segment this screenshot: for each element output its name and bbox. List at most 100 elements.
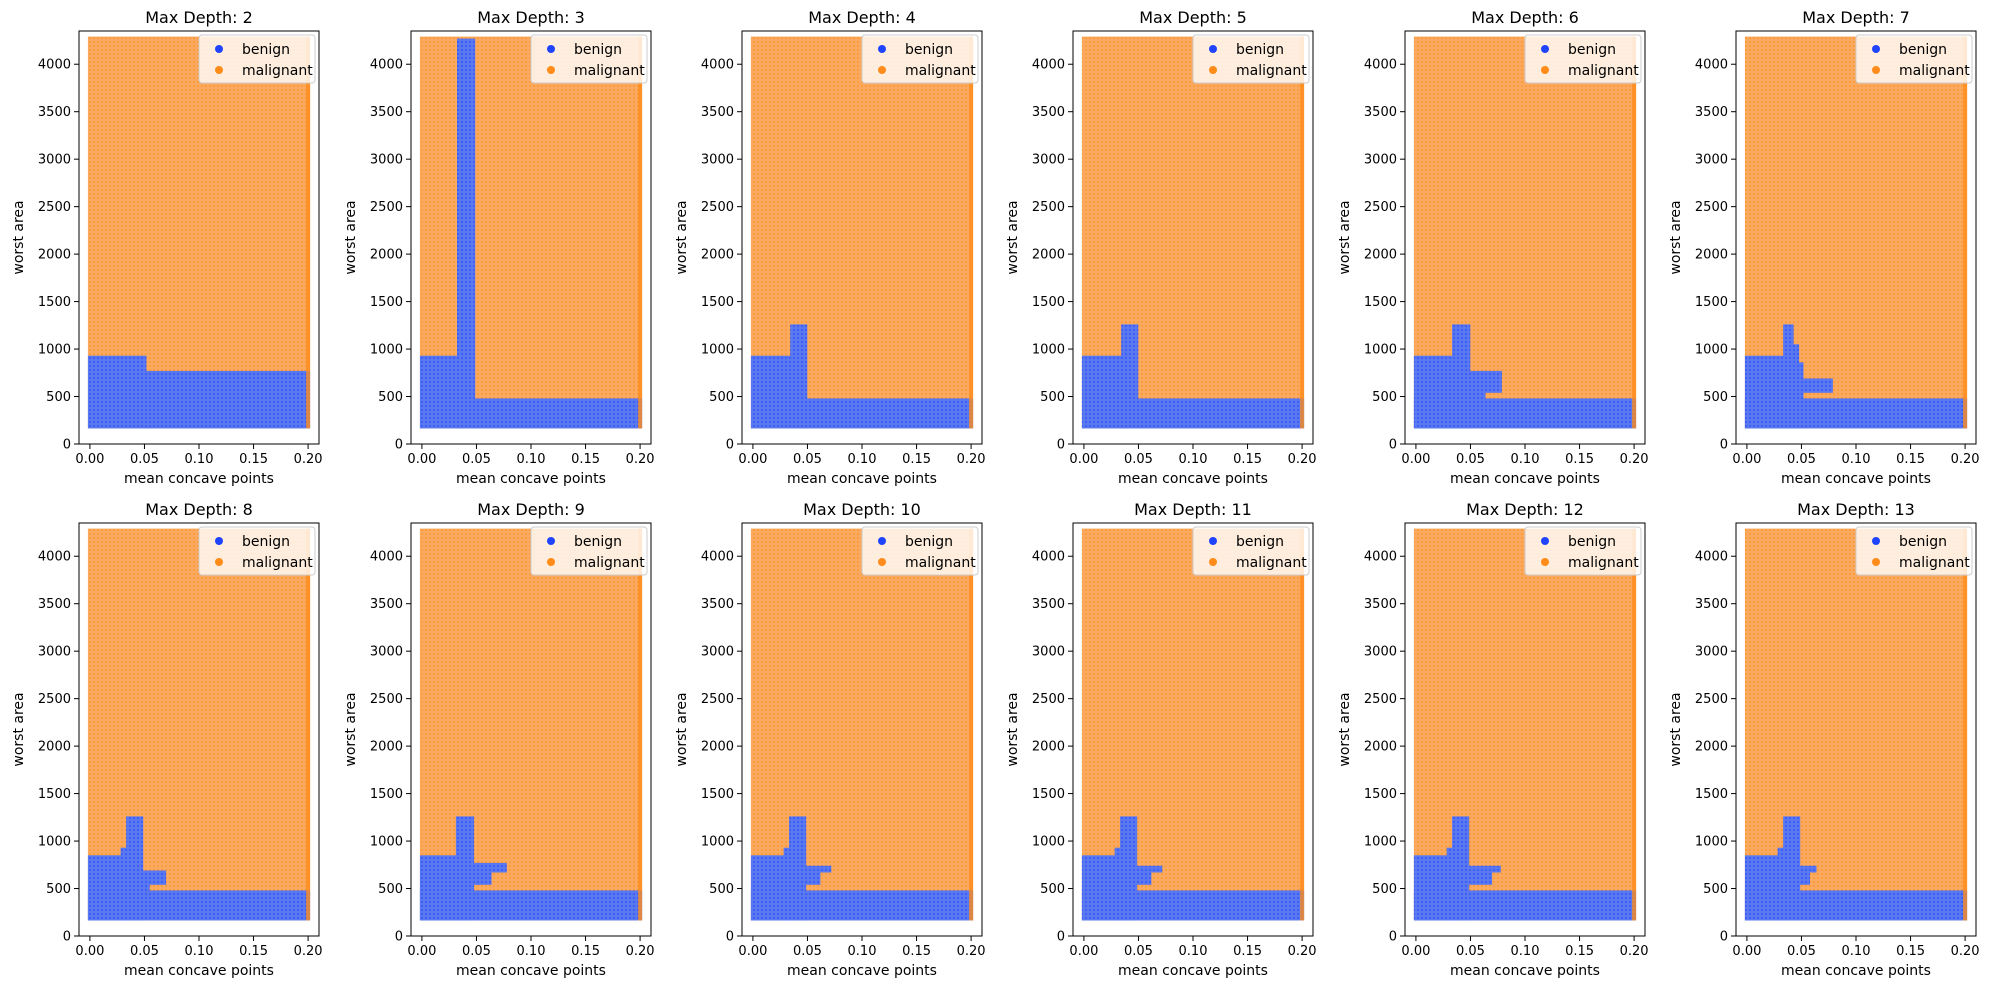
edge-column xyxy=(638,36,643,429)
y-tick-label: 3500 xyxy=(701,105,734,120)
benign-legend-label: benign xyxy=(1899,42,1947,58)
subplot-7: Max Depth: 8 0.00 0.05 0.10 0.15 0.20 0 500 1000… xyxy=(11,500,323,979)
benign-region xyxy=(1081,855,1119,921)
edge-column xyxy=(306,36,311,429)
y-tick-label: 500 xyxy=(1040,882,1065,897)
benign-legend-marker xyxy=(1872,45,1880,53)
benign-legend-label: benign xyxy=(905,534,953,550)
benign-legend-label: benign xyxy=(242,42,290,58)
malignant-legend-marker xyxy=(547,66,555,74)
x-tick-label: 0.15 xyxy=(239,944,268,959)
x-tick-label: 0.15 xyxy=(1896,452,1925,467)
y-tick-label: 4000 xyxy=(370,550,403,565)
x-tick-label: 0.05 xyxy=(1456,452,1485,467)
x-tick-label: 0.00 xyxy=(1401,452,1430,467)
x-axis-label: mean concave points xyxy=(1781,963,1931,979)
x-tick-label: 0.15 xyxy=(902,452,931,467)
y-tick-label: 1000 xyxy=(370,343,403,358)
x-axis-label: mean concave points xyxy=(1781,471,1931,487)
benign-region xyxy=(802,865,832,873)
y-tick-label: 2000 xyxy=(38,248,71,263)
x-tick-label: 0.05 xyxy=(1787,452,1816,467)
benign-region xyxy=(750,855,788,921)
benign-legend-marker xyxy=(878,537,886,545)
x-tick-label: 0.10 xyxy=(185,452,214,467)
x-tick-label: 0.20 xyxy=(294,944,323,959)
malignant-legend-label: malignant xyxy=(1568,63,1639,79)
edge-column xyxy=(1300,528,1305,921)
y-tick-label: 3000 xyxy=(38,153,71,168)
x-axis-label: mean concave points xyxy=(1118,963,1268,979)
x-tick-label: 0.10 xyxy=(1179,452,1208,467)
benign-region xyxy=(126,816,144,921)
x-tick-label: 0.15 xyxy=(902,944,931,959)
y-axis-label: worst area xyxy=(674,200,690,274)
benign-region xyxy=(87,355,147,429)
x-axis-label: mean concave points xyxy=(787,963,937,979)
legend-box xyxy=(530,526,648,576)
benign-legend-marker xyxy=(1209,537,1217,545)
y-axis-label: worst area xyxy=(343,692,359,766)
x-tick-label: 0.20 xyxy=(294,452,323,467)
x-tick-label: 0.10 xyxy=(185,944,214,959)
legend-box xyxy=(1192,526,1310,576)
edge-column xyxy=(1963,36,1968,429)
y-tick-label: 1500 xyxy=(1695,295,1728,310)
y-axis-label: worst area xyxy=(1005,200,1021,274)
y-tick-label: 1000 xyxy=(701,343,734,358)
y-tick-label: 500 xyxy=(1372,882,1397,897)
chart-title: Max Depth: 2 xyxy=(145,8,253,27)
y-tick-label: 2500 xyxy=(1695,200,1728,215)
chart-title: Max Depth: 11 xyxy=(1134,500,1252,519)
benign-region xyxy=(802,870,821,885)
benign-region xyxy=(1799,378,1833,393)
benign-region xyxy=(145,870,167,885)
benign-region xyxy=(1446,847,1457,921)
benign-region xyxy=(1744,855,1782,921)
benign-region xyxy=(87,855,125,921)
y-tick-label: 2000 xyxy=(1695,248,1728,263)
y-tick-label: 1500 xyxy=(1364,787,1397,802)
y-tick-label: 3500 xyxy=(1032,597,1065,612)
subplot-6: Max Depth: 7 0.00 0.05 0.10 0.15 0.20 0 500 1000… xyxy=(1668,8,1980,487)
y-tick-label: 3000 xyxy=(1364,645,1397,660)
x-tick-label: 0.05 xyxy=(130,944,159,959)
x-tick-label: 0.20 xyxy=(1951,944,1980,959)
benign-region xyxy=(476,870,492,885)
benign-region xyxy=(1783,324,1794,429)
benign-region xyxy=(750,355,795,429)
y-tick-label: 3000 xyxy=(701,645,734,660)
y-tick-label: 1500 xyxy=(370,295,403,310)
x-tick-label: 0.15 xyxy=(571,944,600,959)
y-tick-label: 500 xyxy=(1703,390,1728,405)
y-tick-label: 4000 xyxy=(370,58,403,73)
y-tick-label: 500 xyxy=(709,390,734,405)
y-tick-label: 2500 xyxy=(370,692,403,707)
edge-column xyxy=(638,528,643,921)
x-tick-label: 0.15 xyxy=(1233,452,1262,467)
x-tick-label: 0.00 xyxy=(1732,452,1761,467)
x-tick-label: 0.20 xyxy=(1620,944,1649,959)
y-tick-label: 2500 xyxy=(701,692,734,707)
y-tick-label: 4000 xyxy=(1032,550,1065,565)
y-axis-label: worst area xyxy=(1005,692,1021,766)
legend-box xyxy=(861,34,979,84)
y-tick-label: 1000 xyxy=(1695,343,1728,358)
subplot-3: Max Depth: 4 0.00 0.05 0.10 0.15 0.20 0 500 1000… xyxy=(674,8,986,487)
x-tick-label: 0.20 xyxy=(1951,452,1980,467)
benign-legend-label: benign xyxy=(1236,42,1284,58)
malignant-legend-label: malignant xyxy=(242,555,313,571)
x-tick-label: 0.10 xyxy=(848,452,877,467)
y-tick-label: 3000 xyxy=(38,645,71,660)
y-tick-label: 2500 xyxy=(1364,200,1397,215)
benign-legend-label: benign xyxy=(905,42,953,58)
y-tick-label: 2500 xyxy=(1695,692,1728,707)
x-tick-label: 0.05 xyxy=(1456,944,1485,959)
legend-box xyxy=(1524,526,1642,576)
edge-column xyxy=(969,528,974,921)
malignant-legend-marker xyxy=(215,558,223,566)
y-tick-label: 4000 xyxy=(701,58,734,73)
x-tick-label: 0.05 xyxy=(462,452,491,467)
benign-region xyxy=(1413,355,1457,429)
y-tick-label: 500 xyxy=(1372,390,1397,405)
